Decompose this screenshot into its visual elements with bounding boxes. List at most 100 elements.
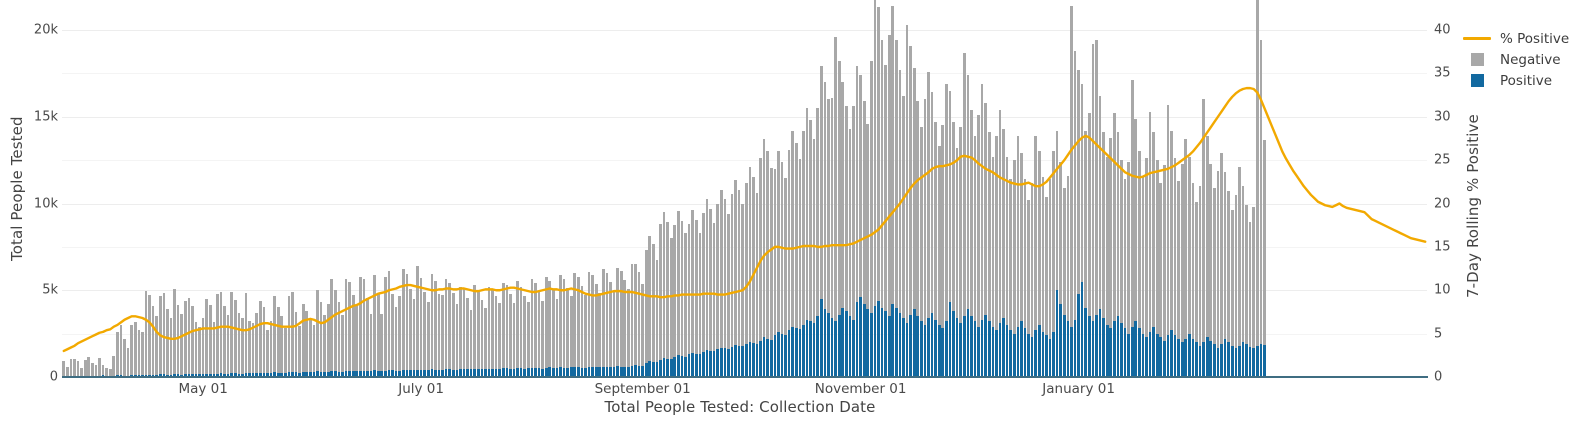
bar-group[interactable]: [834, 30, 837, 377]
bar-group[interactable]: [912, 30, 916, 377]
bar-group[interactable]: [909, 30, 912, 377]
bar-group[interactable]: [816, 30, 820, 377]
bar-group[interactable]: [226, 30, 230, 377]
bar-group[interactable]: [208, 30, 212, 377]
bar-group[interactable]: [294, 30, 298, 377]
bar-group[interactable]: [437, 30, 441, 377]
bar-group[interactable]: [859, 30, 862, 377]
bar-group[interactable]: [573, 30, 577, 377]
bar-group[interactable]: [855, 30, 859, 377]
bar-group[interactable]: [416, 30, 419, 377]
bar-group[interactable]: [1012, 30, 1016, 377]
bar-group[interactable]: [330, 30, 334, 377]
bar-group[interactable]: [812, 30, 816, 377]
bar-group[interactable]: [569, 30, 573, 377]
bar-group[interactable]: [530, 30, 534, 377]
bar-group[interactable]: [344, 30, 348, 377]
bar-group[interactable]: [584, 30, 587, 377]
bar-group[interactable]: [426, 30, 430, 377]
bar-group[interactable]: [133, 30, 137, 377]
bar-group[interactable]: [144, 30, 148, 377]
legend-item-positive[interactable]: % Positive: [1462, 28, 1588, 49]
bar-group[interactable]: [1141, 30, 1145, 377]
bar-group[interactable]: [652, 30, 655, 377]
bar-group[interactable]: [930, 30, 934, 377]
bar-group[interactable]: [723, 30, 727, 377]
bar-group[interactable]: [212, 30, 216, 377]
bar-group[interactable]: [712, 30, 716, 377]
bar-group[interactable]: [469, 30, 473, 377]
bar-group[interactable]: [873, 0, 877, 377]
bar-group[interactable]: [634, 30, 637, 377]
bar-group[interactable]: [702, 30, 705, 377]
bar-group[interactable]: [394, 30, 398, 377]
bar-group[interactable]: [1145, 30, 1148, 377]
bar-group[interactable]: [1052, 30, 1055, 377]
bar-group[interactable]: [877, 7, 880, 377]
bar-group[interactable]: [1055, 30, 1059, 377]
bar-group[interactable]: [151, 30, 155, 377]
bar-group[interactable]: [176, 30, 180, 377]
bar-group[interactable]: [323, 30, 326, 377]
bar-group[interactable]: [391, 30, 394, 377]
bar-group[interactable]: [1180, 30, 1184, 377]
bar-group[interactable]: [1252, 30, 1255, 377]
bar-group[interactable]: [1227, 30, 1230, 377]
bar-group[interactable]: [1238, 30, 1241, 377]
bar-group[interactable]: [1062, 30, 1066, 377]
bar-group[interactable]: [448, 30, 452, 377]
bar-group[interactable]: [509, 30, 512, 377]
bar-group[interactable]: [1223, 30, 1227, 377]
bar-group[interactable]: [355, 30, 359, 377]
bar-group[interactable]: [577, 30, 580, 377]
bar-group[interactable]: [484, 30, 487, 377]
bar-group[interactable]: [380, 30, 384, 377]
bar-group[interactable]: [759, 30, 762, 377]
bar-group[interactable]: [241, 30, 244, 377]
bar-group[interactable]: [905, 24, 909, 377]
bar-group[interactable]: [966, 30, 970, 377]
bar-group[interactable]: [362, 30, 366, 377]
bar-group[interactable]: [1205, 30, 1209, 377]
bar-group[interactable]: [183, 30, 187, 377]
bar-group[interactable]: [937, 30, 941, 377]
bar-group[interactable]: [587, 30, 591, 377]
bar-group[interactable]: [223, 30, 226, 377]
bar-group[interactable]: [512, 30, 516, 377]
bar-group[interactable]: [537, 30, 541, 377]
bar-group[interactable]: [1198, 30, 1202, 377]
bar-group[interactable]: [987, 30, 991, 377]
bar-group[interactable]: [1045, 30, 1048, 377]
bar-group[interactable]: [809, 30, 812, 377]
bar-group[interactable]: [880, 30, 884, 377]
bar-group[interactable]: [198, 30, 201, 377]
bar-group[interactable]: [1016, 30, 1020, 377]
bar-group[interactable]: [623, 30, 627, 377]
bar-group[interactable]: [230, 30, 234, 377]
bar-group[interactable]: [187, 30, 191, 377]
bar-group[interactable]: [1109, 30, 1113, 377]
bar-group[interactable]: [841, 30, 845, 377]
bar-group[interactable]: [1245, 30, 1248, 377]
bar-group[interactable]: [1059, 30, 1063, 377]
bar-group[interactable]: [1148, 30, 1152, 377]
bar-group[interactable]: [348, 30, 351, 377]
bar-group[interactable]: [441, 30, 444, 377]
bar-group[interactable]: [284, 30, 287, 377]
bar-group[interactable]: [1216, 30, 1220, 377]
bar-group[interactable]: [1159, 30, 1163, 377]
bar-group[interactable]: [755, 30, 759, 377]
bar-group[interactable]: [980, 30, 984, 377]
bar-group[interactable]: [630, 30, 634, 377]
bar-group[interactable]: [1009, 30, 1013, 377]
bar-group[interactable]: [619, 30, 623, 377]
bar-group[interactable]: [491, 30, 494, 377]
bar-group[interactable]: [366, 30, 369, 377]
bar-group[interactable]: [266, 30, 269, 377]
bar-group[interactable]: [459, 30, 462, 377]
bar-group[interactable]: [1234, 30, 1238, 377]
bar-group[interactable]: [962, 30, 966, 377]
bar-group[interactable]: [1127, 30, 1130, 377]
bar-group[interactable]: [305, 30, 309, 377]
bar-group[interactable]: [973, 30, 977, 377]
